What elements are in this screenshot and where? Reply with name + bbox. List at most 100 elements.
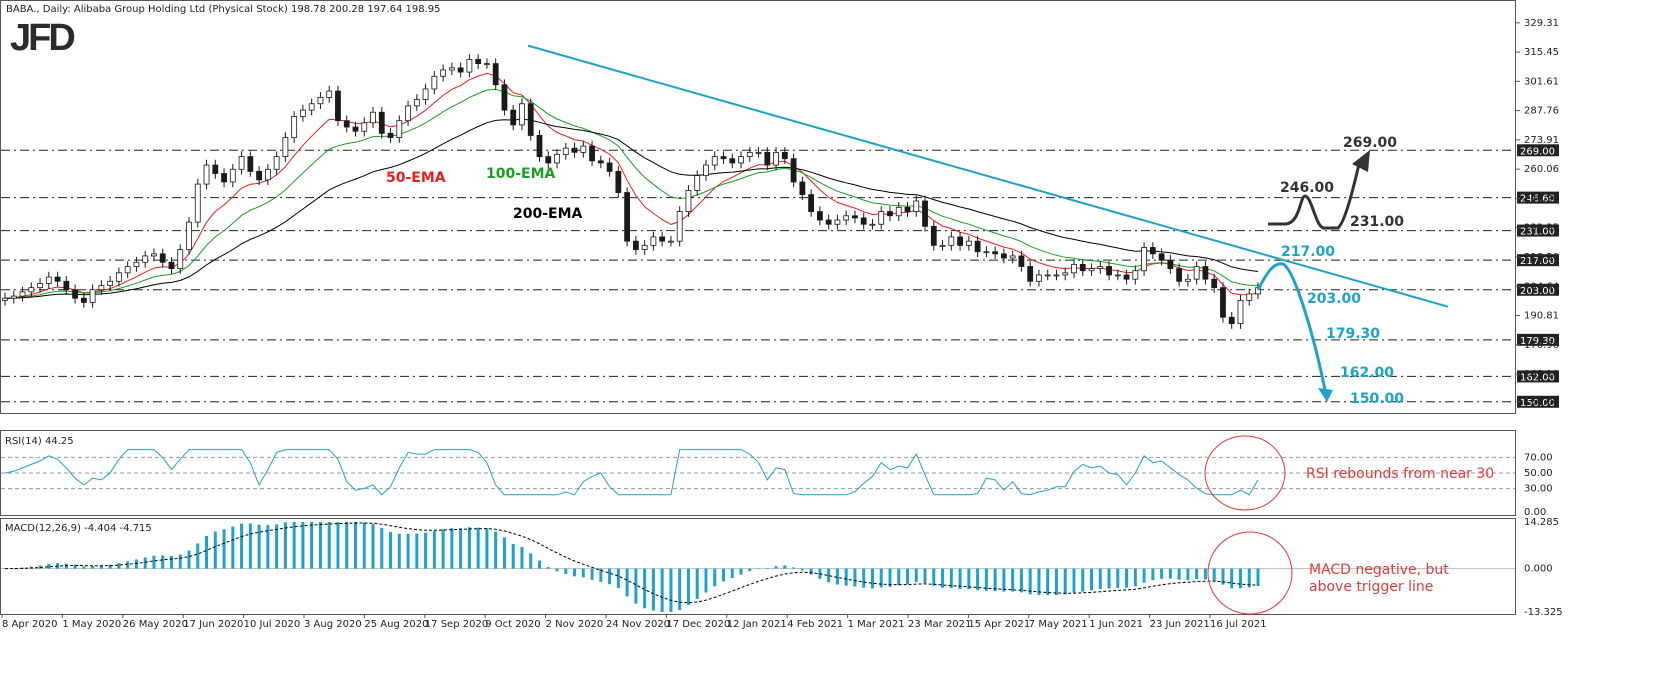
candle-body	[28, 287, 35, 293]
macd-bar	[353, 522, 357, 569]
candle-body	[983, 251, 990, 254]
rsi-title: RSI(14) 44.25	[5, 436, 74, 447]
macd-bar	[958, 568, 962, 590]
macd-bar	[1037, 568, 1041, 596]
candle-body	[562, 147, 569, 155]
price-tick-label: 190.81	[1524, 311, 1559, 322]
candle-body	[212, 164, 219, 174]
candle-body	[80, 297, 87, 303]
candle-body	[887, 211, 893, 217]
date-tick-label: 9 Oct 2020	[485, 619, 540, 630]
macd-bar	[292, 522, 296, 569]
date-tick-label: 10 Jul 2020	[244, 619, 301, 630]
rsi-note: RSI rebounds from near 30	[1306, 466, 1494, 482]
candle-body	[1211, 278, 1218, 289]
macd-bar	[783, 565, 787, 569]
candle-body	[1027, 266, 1034, 282]
macd-bar	[476, 527, 480, 569]
candle-body	[142, 255, 149, 263]
macd-bar	[441, 529, 445, 569]
target-179: 179.30	[1326, 326, 1380, 342]
macd-bar	[1046, 568, 1050, 596]
macd-bar	[494, 531, 498, 569]
macd-bar	[283, 522, 287, 569]
macd-bar	[800, 568, 804, 571]
candle-body	[1158, 253, 1165, 261]
candle-body	[1193, 266, 1200, 280]
macd-bar	[537, 560, 541, 569]
candle-body	[247, 156, 254, 172]
candle-body	[597, 160, 604, 164]
macd-bar	[520, 547, 524, 569]
candle-body	[335, 90, 341, 122]
macd-bar	[240, 523, 244, 569]
date-tick-label: 24 Nov 2020	[606, 619, 670, 630]
candle-body	[1036, 274, 1042, 282]
macd-bar	[1203, 568, 1207, 580]
level-marker	[1517, 191, 1559, 204]
macd-bar	[205, 535, 209, 569]
macd-bar	[371, 524, 375, 569]
date-tick-label: 1 May 2020	[62, 619, 121, 630]
macd-bar	[1002, 568, 1006, 592]
macd-bar	[555, 568, 559, 572]
rsi-highlight-circle	[1204, 435, 1286, 511]
macd-bar	[1238, 568, 1242, 589]
candle-body	[501, 84, 508, 111]
ema50-label: 50-EMA	[386, 170, 446, 186]
macd-bar	[564, 568, 568, 574]
macd-bar	[108, 564, 112, 569]
date-tick-label: 17 Jun 2020	[183, 619, 243, 630]
candle-body	[229, 168, 236, 183]
candle-body	[168, 261, 175, 270]
macd-highlight-circle	[1207, 531, 1293, 615]
macd-bar	[976, 568, 980, 591]
macd-bar	[1133, 568, 1137, 587]
macd-bar	[257, 524, 261, 569]
candle-body	[668, 240, 674, 243]
candle-body	[10, 295, 17, 299]
candle-body	[510, 109, 517, 126]
macd-bar	[327, 522, 331, 569]
date-tick-label: 8 Apr 2020	[2, 619, 57, 630]
macd-bar	[590, 568, 594, 580]
macd-bar	[1168, 568, 1172, 579]
candle-body	[545, 156, 552, 164]
macd-bar	[3, 568, 7, 570]
candle-body	[948, 236, 955, 246]
candle-body	[387, 132, 394, 138]
candle-body	[484, 63, 490, 66]
candle-body	[799, 181, 806, 196]
candle-body	[685, 190, 692, 212]
macd-bar	[275, 524, 279, 569]
macd-signal-line	[4, 522, 1259, 604]
macd-bar	[459, 528, 463, 569]
candle-body	[238, 156, 245, 170]
macd-bar	[1151, 568, 1155, 581]
candle-body	[825, 219, 832, 225]
horizontal-levels: 269.00 246.60 231.00 217.00 203.00 179.30 162.…	[1, 144, 1559, 409]
candle-body	[852, 215, 858, 219]
candle-body	[554, 154, 560, 164]
macd-tick-label: 14.285	[1524, 517, 1559, 528]
macd-bar	[424, 532, 428, 569]
candle-body	[1149, 247, 1156, 255]
candle-body	[895, 206, 902, 217]
candle-body	[1000, 253, 1007, 259]
macd-bar	[695, 568, 699, 599]
candle-body	[843, 215, 850, 221]
macd-bar	[660, 568, 664, 612]
candle-body	[808, 194, 815, 212]
candle-body	[159, 253, 166, 263]
macd-bar	[406, 533, 410, 569]
macd-bar	[318, 522, 322, 569]
macd-bar	[266, 525, 270, 569]
candle-body	[834, 219, 841, 225]
macd-bar	[415, 533, 419, 569]
candle-body	[1071, 263, 1077, 274]
ema100-label: 100-EMA	[486, 166, 556, 182]
bearish-scenario-arrow	[1256, 262, 1327, 391]
macd-bar	[967, 568, 971, 590]
macd-bar	[310, 522, 314, 569]
macd-bar	[1019, 568, 1023, 593]
